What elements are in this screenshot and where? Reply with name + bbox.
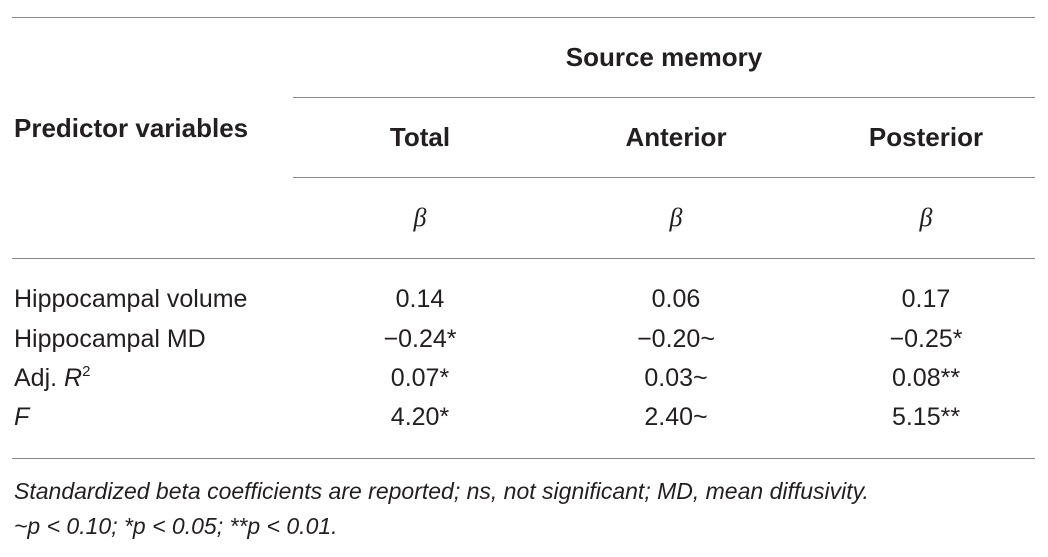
header-bottom-rule [12, 258, 1035, 259]
cell-f-anterior: 2.40~ [644, 403, 708, 431]
adj-r2-variable: R [64, 364, 83, 392]
cell-f-total: 4.20* [390, 403, 450, 431]
adj-r2-superscript: 2 [82, 363, 91, 380]
row-header-predictor-variables: Predictor variables [14, 113, 249, 143]
cell-f-posterior: 5.15** [891, 403, 961, 431]
row-label-hippocampal-volume: Hippocampal volume [14, 285, 248, 313]
cell-r2-total: 0.07* [390, 364, 450, 392]
cell-volume-total: 0.14 [395, 285, 445, 313]
cell-md-anterior: −0.20~ [637, 325, 715, 353]
row-label-adj-r2: Adj. R2 [14, 364, 90, 393]
column-header-total: Total [389, 122, 451, 152]
table-top-rule [12, 17, 1035, 18]
cell-md-posterior: −0.25* [889, 325, 963, 353]
beta-symbol-total: β [413, 203, 427, 232]
footnote-significance: ~p < 0.10; *p < 0.05; **p < 0.01. [14, 513, 338, 539]
beta-symbol-anterior: β [669, 203, 683, 232]
group-header-rule [293, 97, 1035, 98]
row-label-hippocampal-md: Hippocampal MD [14, 325, 206, 353]
table-bottom-rule [12, 458, 1035, 459]
cell-r2-anterior: 0.03~ [644, 364, 708, 392]
group-header-source-memory: Source memory [565, 42, 763, 72]
cell-md-total: −0.24* [383, 325, 457, 353]
adj-r2-prefix: Adj. [14, 364, 65, 392]
cell-volume-posterior: 0.17 [901, 285, 951, 313]
column-header-anterior: Anterior [625, 122, 727, 152]
beta-symbol-posterior: β [919, 203, 933, 232]
column-header-posterior: Posterior [868, 122, 984, 152]
row-label-f: F [14, 403, 30, 431]
cell-r2-posterior: 0.08** [891, 364, 961, 392]
footnote-description: Standardized beta coefficients are repor… [14, 478, 869, 504]
column-header-rule [293, 177, 1035, 178]
cell-volume-anterior: 0.06 [651, 285, 701, 313]
